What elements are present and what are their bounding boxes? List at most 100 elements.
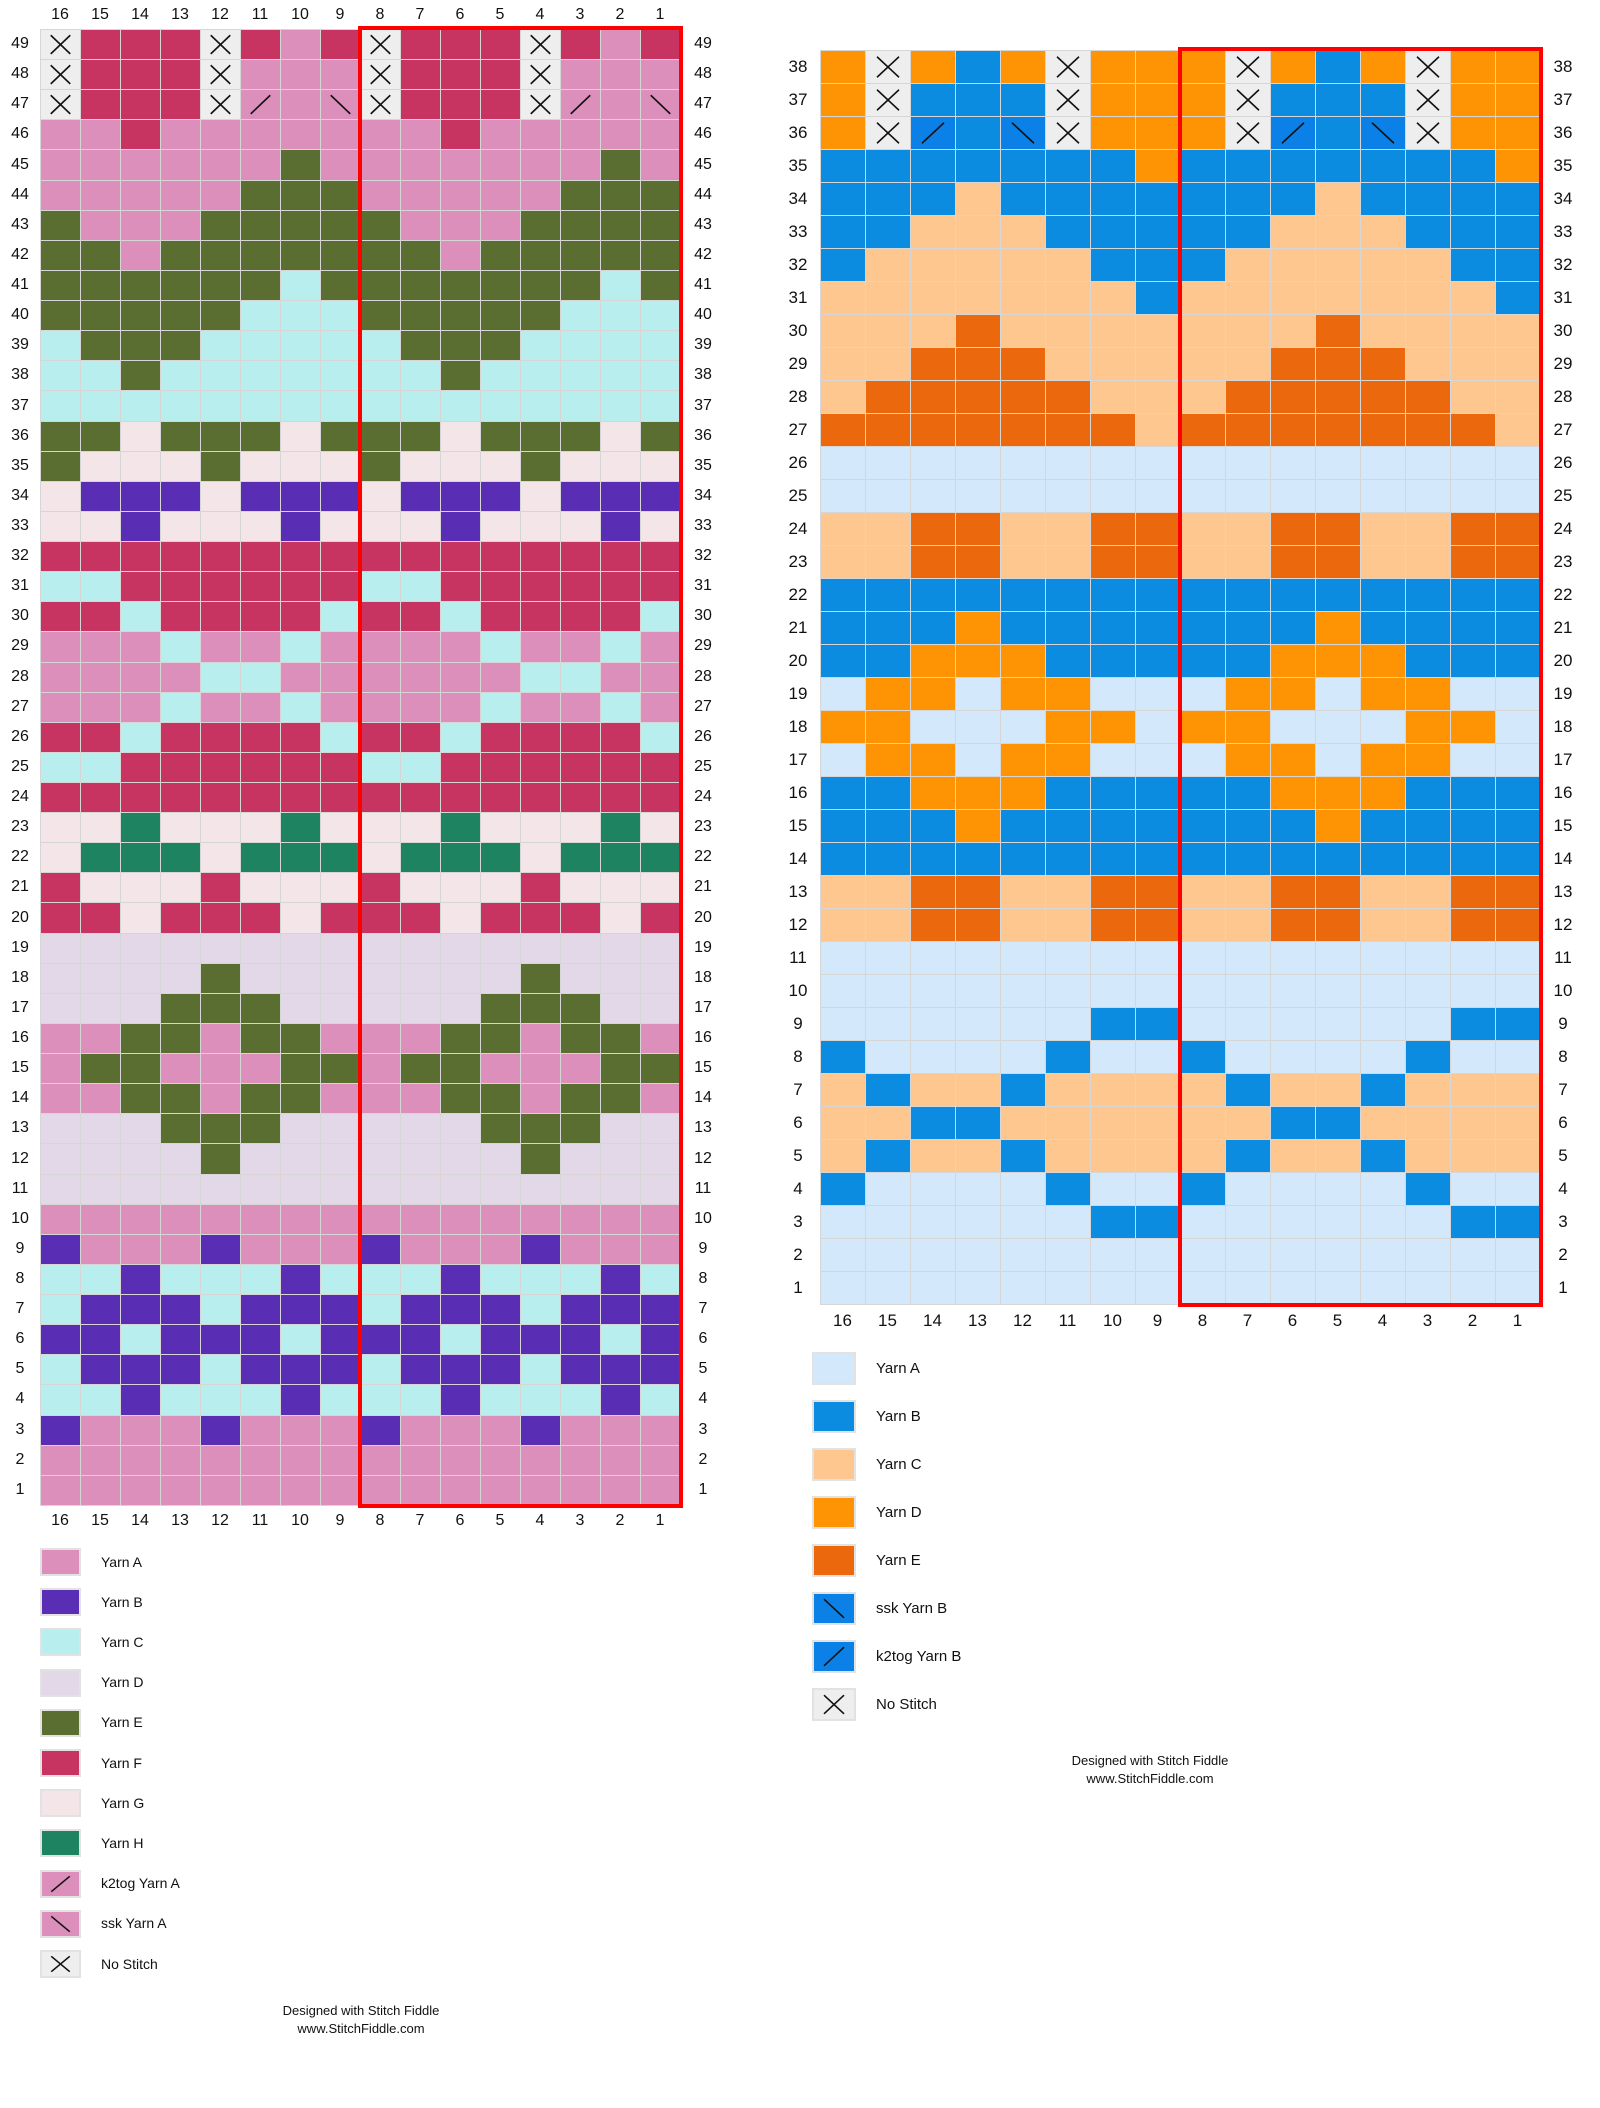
stitch-cell[interactable] bbox=[360, 1474, 401, 1506]
stitch-cell[interactable] bbox=[160, 1444, 201, 1476]
stitch-cell[interactable] bbox=[1270, 1073, 1316, 1107]
stitch-cell[interactable] bbox=[480, 812, 521, 844]
stitch-cell[interactable] bbox=[240, 59, 281, 91]
stitch-cell[interactable] bbox=[160, 1173, 201, 1205]
stitch-cell[interactable] bbox=[910, 743, 956, 777]
stitch-cell[interactable] bbox=[480, 29, 521, 61]
stitch-cell[interactable] bbox=[280, 179, 321, 211]
stitch-cell[interactable] bbox=[200, 300, 241, 332]
stitch-cell[interactable] bbox=[520, 1474, 561, 1506]
stitch-cell[interactable] bbox=[160, 1203, 201, 1235]
stitch-cell[interactable] bbox=[1405, 248, 1451, 282]
stitch-cell[interactable] bbox=[360, 1113, 401, 1145]
stitch-cell[interactable] bbox=[865, 743, 911, 777]
stitch-cell[interactable] bbox=[1225, 1139, 1271, 1173]
stitch-cell[interactable] bbox=[280, 1113, 321, 1145]
stitch-cell[interactable] bbox=[480, 721, 521, 753]
stitch-cell[interactable] bbox=[1405, 116, 1451, 150]
stitch-cell[interactable] bbox=[240, 1324, 281, 1356]
stitch-cell[interactable] bbox=[80, 751, 121, 783]
stitch-cell[interactable] bbox=[40, 1053, 81, 1085]
stitch-cell[interactable] bbox=[280, 29, 321, 61]
stitch-cell[interactable] bbox=[1405, 776, 1451, 810]
stitch-cell[interactable] bbox=[1270, 578, 1316, 612]
stitch-cell[interactable] bbox=[160, 691, 201, 723]
stitch-cell[interactable] bbox=[820, 710, 866, 744]
stitch-cell[interactable] bbox=[865, 974, 911, 1008]
stitch-cell[interactable] bbox=[480, 269, 521, 302]
stitch-cell[interactable] bbox=[1135, 1205, 1181, 1239]
stitch-cell[interactable] bbox=[520, 1083, 561, 1115]
stitch-cell[interactable] bbox=[40, 1173, 81, 1205]
stitch-cell[interactable] bbox=[1315, 578, 1361, 612]
stitch-cell[interactable] bbox=[1315, 347, 1361, 381]
stitch-cell[interactable] bbox=[40, 239, 81, 271]
stitch-cell[interactable] bbox=[320, 450, 361, 482]
stitch-cell[interactable] bbox=[1405, 1007, 1451, 1041]
stitch-cell[interactable] bbox=[480, 390, 521, 422]
stitch-cell[interactable] bbox=[400, 1053, 441, 1085]
stitch-cell[interactable] bbox=[1315, 1073, 1361, 1107]
stitch-cell[interactable] bbox=[40, 691, 81, 723]
stitch-cell[interactable] bbox=[1090, 809, 1136, 843]
stitch-cell[interactable] bbox=[280, 269, 321, 302]
stitch-cell[interactable] bbox=[820, 248, 866, 282]
stitch-cell[interactable] bbox=[280, 300, 321, 332]
stitch-cell[interactable] bbox=[910, 545, 956, 579]
stitch-cell[interactable] bbox=[280, 782, 321, 814]
stitch-cell[interactable] bbox=[560, 1173, 601, 1205]
stitch-cell[interactable] bbox=[40, 300, 81, 332]
stitch-cell[interactable] bbox=[1495, 908, 1541, 942]
stitch-cell[interactable] bbox=[120, 691, 161, 723]
stitch-cell[interactable] bbox=[560, 962, 601, 994]
stitch-cell[interactable] bbox=[1450, 1073, 1496, 1107]
stitch-cell[interactable] bbox=[910, 281, 956, 315]
stitch-cell[interactable] bbox=[1360, 875, 1406, 909]
stitch-cell[interactable] bbox=[560, 360, 601, 392]
stitch-cell[interactable] bbox=[1405, 578, 1451, 612]
stitch-cell[interactable] bbox=[820, 116, 866, 150]
stitch-cell[interactable] bbox=[400, 1263, 441, 1296]
stitch-cell[interactable] bbox=[360, 1233, 401, 1265]
stitch-cell[interactable] bbox=[600, 360, 641, 392]
stitch-cell[interactable] bbox=[1450, 1271, 1496, 1305]
stitch-cell[interactable] bbox=[600, 631, 641, 663]
stitch-cell[interactable] bbox=[1270, 710, 1316, 744]
stitch-cell[interactable] bbox=[1270, 1172, 1316, 1206]
stitch-cell[interactable] bbox=[955, 908, 1001, 942]
stitch-cell[interactable] bbox=[1225, 1007, 1271, 1041]
stitch-cell[interactable] bbox=[865, 182, 911, 216]
stitch-cell[interactable] bbox=[280, 390, 321, 422]
stitch-cell[interactable] bbox=[1405, 215, 1451, 249]
stitch-cell[interactable] bbox=[910, 446, 956, 480]
stitch-cell[interactable] bbox=[1405, 1139, 1451, 1173]
stitch-cell[interactable] bbox=[640, 59, 681, 91]
stitch-cell[interactable] bbox=[360, 601, 401, 633]
stitch-cell[interactable] bbox=[440, 330, 481, 362]
stitch-cell[interactable] bbox=[320, 1474, 361, 1506]
stitch-cell[interactable] bbox=[120, 631, 161, 663]
stitch-cell[interactable] bbox=[320, 842, 361, 874]
stitch-cell[interactable] bbox=[200, 1324, 241, 1356]
stitch-cell[interactable] bbox=[820, 974, 866, 1008]
stitch-cell[interactable] bbox=[160, 510, 201, 543]
stitch-cell[interactable] bbox=[80, 1173, 121, 1205]
stitch-cell[interactable] bbox=[1090, 248, 1136, 282]
stitch-cell[interactable] bbox=[1360, 512, 1406, 546]
stitch-cell[interactable] bbox=[1135, 710, 1181, 744]
stitch-cell[interactable] bbox=[1315, 1040, 1361, 1074]
stitch-cell[interactable] bbox=[320, 59, 361, 91]
stitch-cell[interactable] bbox=[280, 119, 321, 151]
stitch-cell[interactable] bbox=[1270, 380, 1316, 414]
stitch-cell[interactable] bbox=[280, 812, 321, 844]
stitch-cell[interactable] bbox=[1135, 479, 1181, 513]
stitch-cell[interactable] bbox=[1360, 710, 1406, 744]
stitch-cell[interactable] bbox=[160, 782, 201, 814]
stitch-cell[interactable] bbox=[200, 510, 241, 543]
stitch-cell[interactable] bbox=[640, 1354, 681, 1386]
stitch-cell[interactable] bbox=[160, 300, 201, 332]
stitch-cell[interactable] bbox=[40, 510, 81, 543]
stitch-cell[interactable] bbox=[520, 1053, 561, 1085]
stitch-cell[interactable] bbox=[1495, 1238, 1541, 1272]
stitch-cell[interactable] bbox=[865, 875, 911, 909]
